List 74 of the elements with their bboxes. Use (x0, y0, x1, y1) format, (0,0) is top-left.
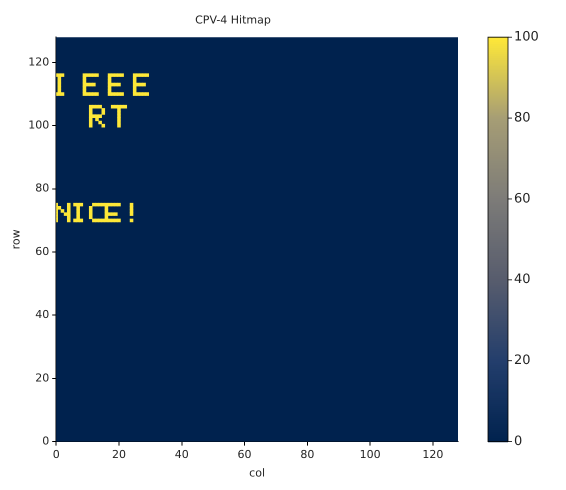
point (123, 104, 128, 108)
color-bar-label: 20 (514, 353, 531, 368)
point (104, 212, 108, 216)
y-tick-label: 60 (35, 244, 50, 258)
point (139, 82, 143, 86)
color-bar-label: 100 (514, 30, 539, 45)
point (102, 202, 106, 206)
chart-title: CPV-4 Hitmap (195, 13, 271, 26)
color-bar-label: 60 (514, 191, 531, 206)
x-tick-label: 40 (174, 448, 189, 462)
y-tick-label: 40 (35, 308, 50, 322)
x-tick-label: 60 (238, 448, 252, 462)
point (82, 92, 86, 96)
point (145, 92, 150, 96)
point (80, 202, 84, 206)
point (117, 202, 121, 206)
color-bar-label: 80 (514, 110, 531, 126)
point (145, 73, 150, 77)
point (117, 108, 121, 112)
point (130, 218, 134, 222)
point (82, 82, 86, 86)
point (60, 209, 64, 213)
point (120, 73, 124, 77)
x-tick-label: 80 (300, 448, 314, 462)
x-tick-label: 120 (422, 448, 444, 462)
point (98, 114, 102, 118)
point (95, 73, 99, 77)
point (60, 92, 64, 96)
color-bar-label: 0 (514, 434, 522, 449)
point (95, 104, 99, 108)
point (130, 212, 134, 216)
point (73, 202, 77, 206)
x-tick-label: 20 (112, 448, 126, 462)
point (73, 218, 77, 222)
point (117, 73, 121, 77)
point (139, 92, 143, 96)
point (117, 92, 121, 96)
y-tick-label: 80 (35, 182, 50, 195)
point (120, 92, 124, 96)
point (88, 111, 93, 115)
point (92, 82, 96, 86)
point (64, 212, 68, 216)
point (80, 218, 84, 222)
point (142, 82, 146, 86)
y-axis-title: row (9, 229, 22, 250)
point (58, 206, 62, 210)
point (95, 202, 99, 206)
point (139, 73, 143, 77)
point (102, 218, 106, 222)
point (95, 118, 99, 122)
point (66, 202, 71, 206)
point (114, 212, 118, 216)
x-axis-title: col (249, 466, 266, 480)
point (95, 218, 99, 222)
point (117, 218, 121, 222)
x-tick-label: 0 (52, 448, 60, 462)
point (58, 89, 62, 93)
point (98, 120, 102, 124)
point (102, 124, 106, 128)
y-tick-label: 20 (35, 371, 50, 384)
point (98, 104, 102, 108)
color-bar-label: 40 (514, 272, 531, 288)
y-tick-label: 0 (42, 434, 50, 448)
point (102, 111, 106, 115)
point (82, 73, 86, 77)
point (117, 82, 121, 86)
point (88, 206, 93, 210)
y-tick-label: 120 (28, 55, 50, 68)
point (95, 92, 99, 96)
point (130, 202, 134, 206)
point (60, 73, 64, 77)
y-tick-label: 100 (28, 118, 50, 132)
x-tick-label: 100 (360, 448, 381, 462)
point (117, 124, 121, 128)
